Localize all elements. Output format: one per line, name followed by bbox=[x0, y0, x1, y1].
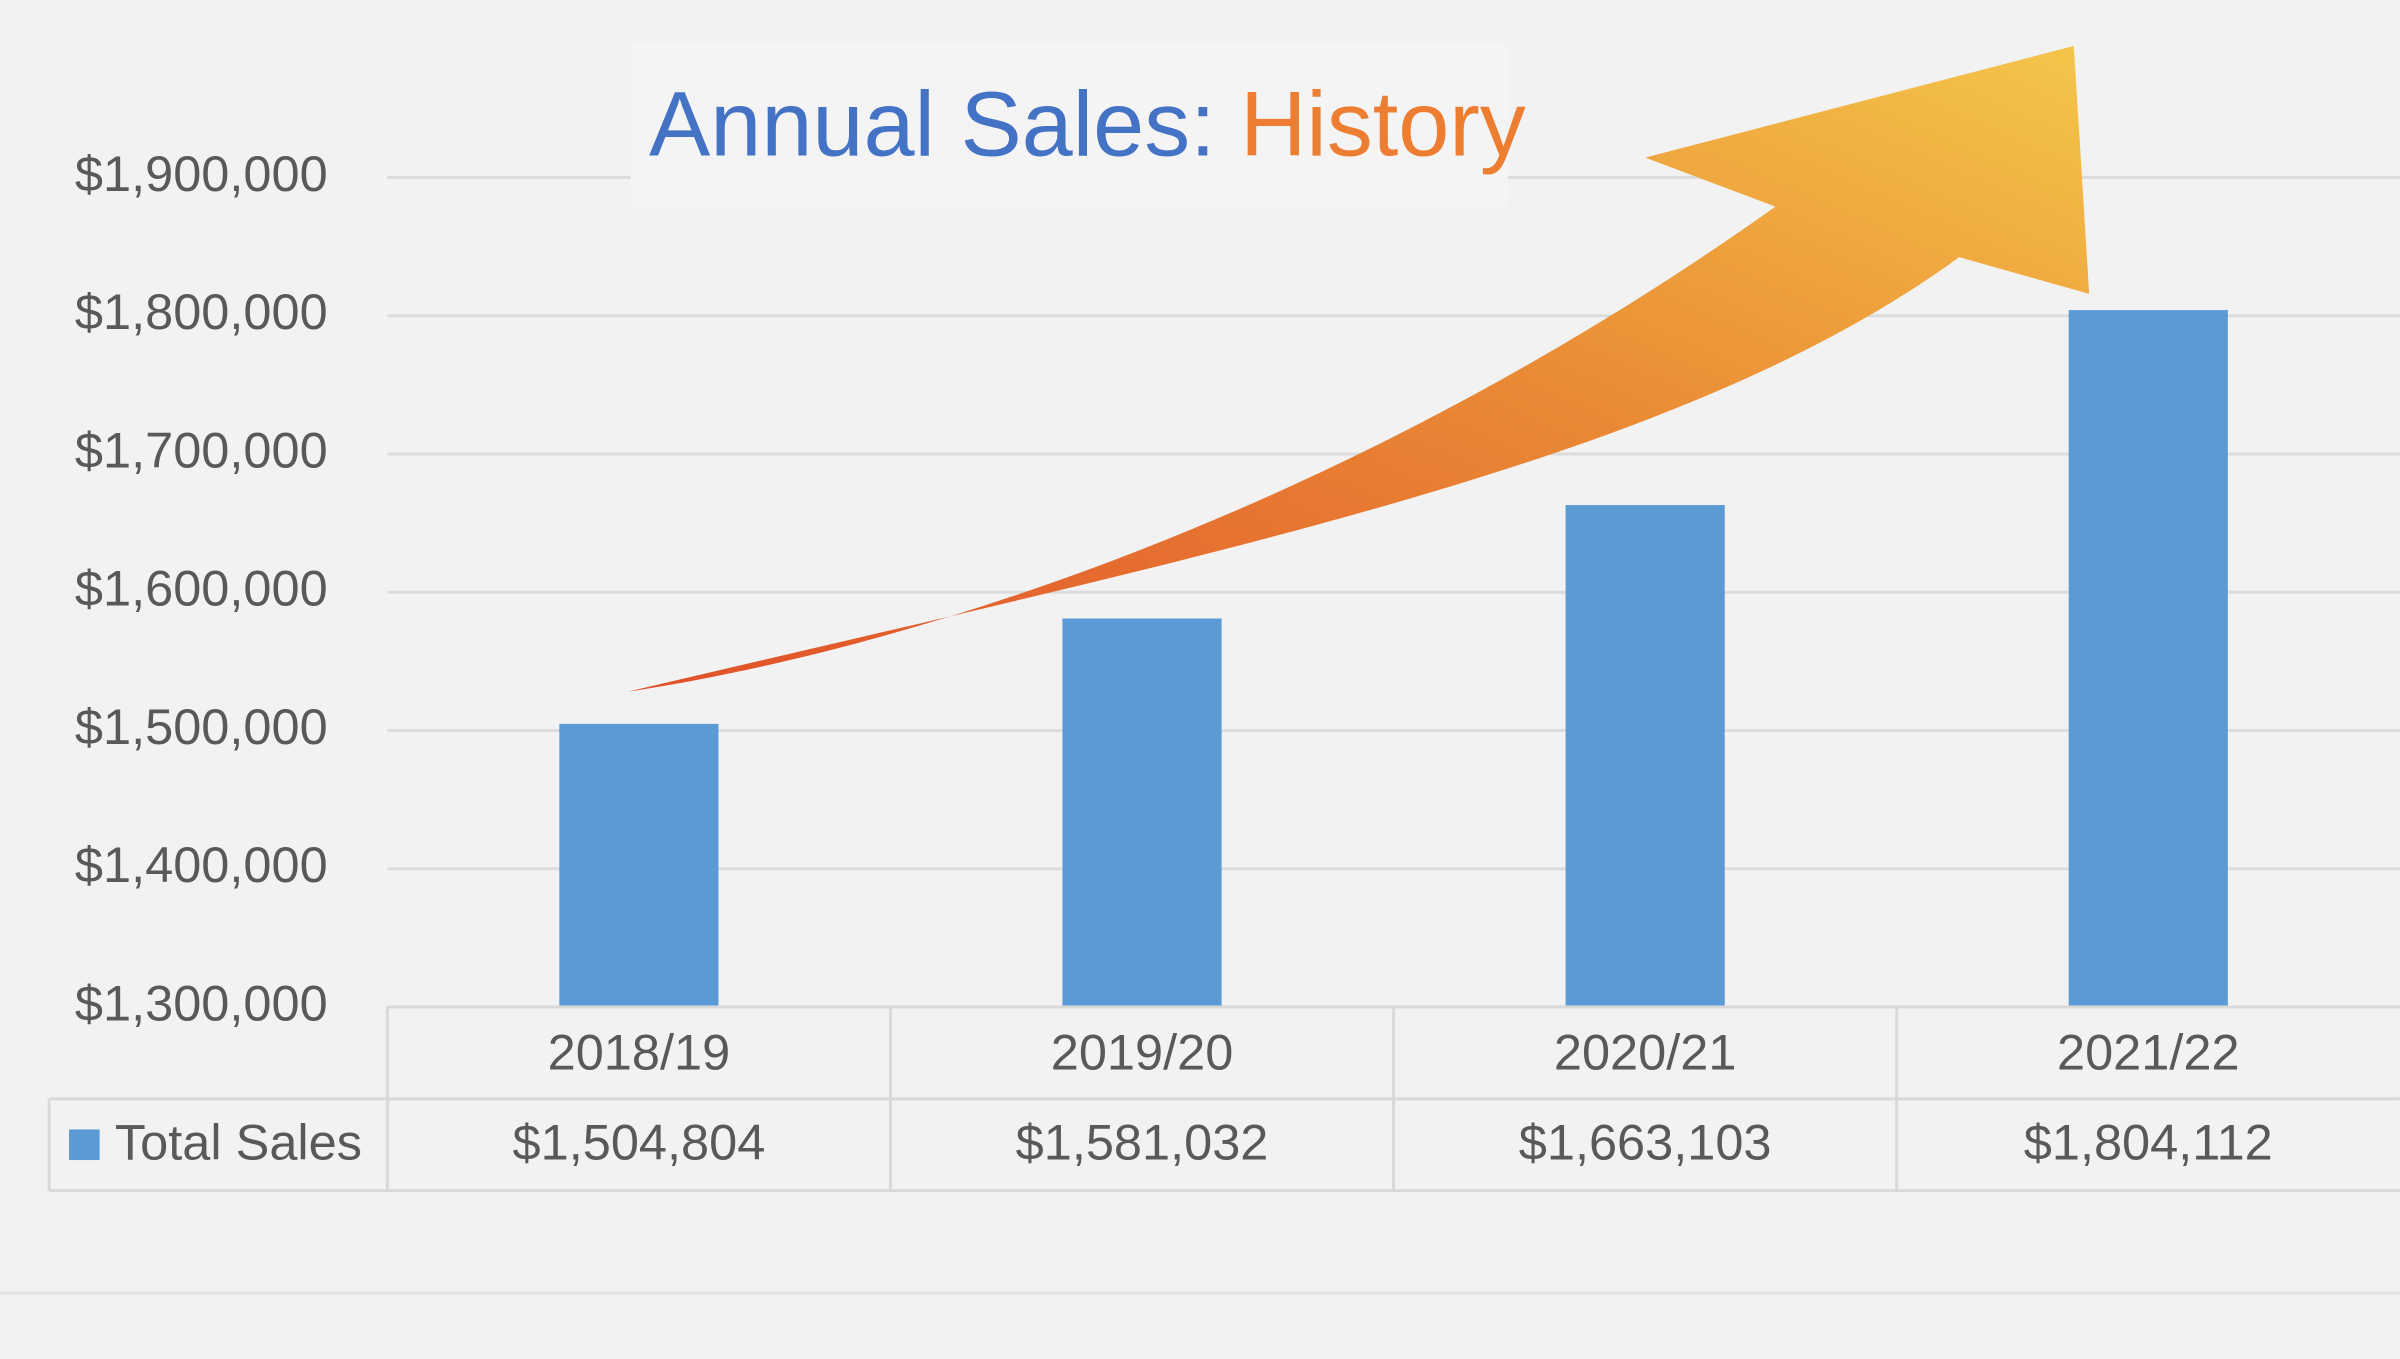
y-tick-label: $1,900,000 bbox=[75, 145, 328, 202]
legend-swatch bbox=[69, 1129, 100, 1161]
bar bbox=[559, 723, 719, 1008]
x-tick-label: 2019/20 bbox=[1051, 1023, 1234, 1080]
title-part: History bbox=[1240, 74, 1526, 176]
bar bbox=[1062, 618, 1222, 1008]
y-tick-label: $1,800,000 bbox=[75, 283, 328, 340]
title-part: Annual Sales: bbox=[649, 74, 1216, 176]
y-tick-label: $1,700,000 bbox=[75, 421, 328, 478]
value-label: $1,804,112 bbox=[2024, 1114, 2273, 1171]
x-tick-label: 2020/21 bbox=[1554, 1023, 1737, 1080]
grid: $1,300,000 $1,400,000 $1,500,000 $1,600,000… bbox=[75, 145, 2400, 1031]
value-label: $1,663,103 bbox=[1519, 1114, 1772, 1171]
y-tick-label: $1,300,000 bbox=[75, 974, 328, 1031]
bar bbox=[1565, 505, 1725, 1008]
legend-label: Total Sales bbox=[115, 1114, 362, 1171]
bar bbox=[2068, 310, 2228, 1008]
y-tick-label: $1,400,000 bbox=[75, 836, 328, 893]
x-tick-label: 2018/19 bbox=[548, 1023, 731, 1080]
x-tick-label: 2021/22 bbox=[2057, 1023, 2240, 1080]
value-label: $1,504,804 bbox=[513, 1114, 766, 1171]
bars bbox=[559, 310, 2228, 1008]
y-tick-label: $1,500,000 bbox=[75, 698, 328, 755]
value-label: $1,581,032 bbox=[1016, 1114, 1269, 1171]
title-box bbox=[630, 42, 1508, 207]
data-table: Total Sales 2018/19 $1,504,804 2019/20 $1,58… bbox=[47, 1005, 2400, 1193]
y-tick-label: $1,600,000 bbox=[75, 560, 328, 617]
trend-arrow bbox=[627, 45, 2090, 692]
chart-title: Annual Sales: History bbox=[649, 74, 1526, 176]
